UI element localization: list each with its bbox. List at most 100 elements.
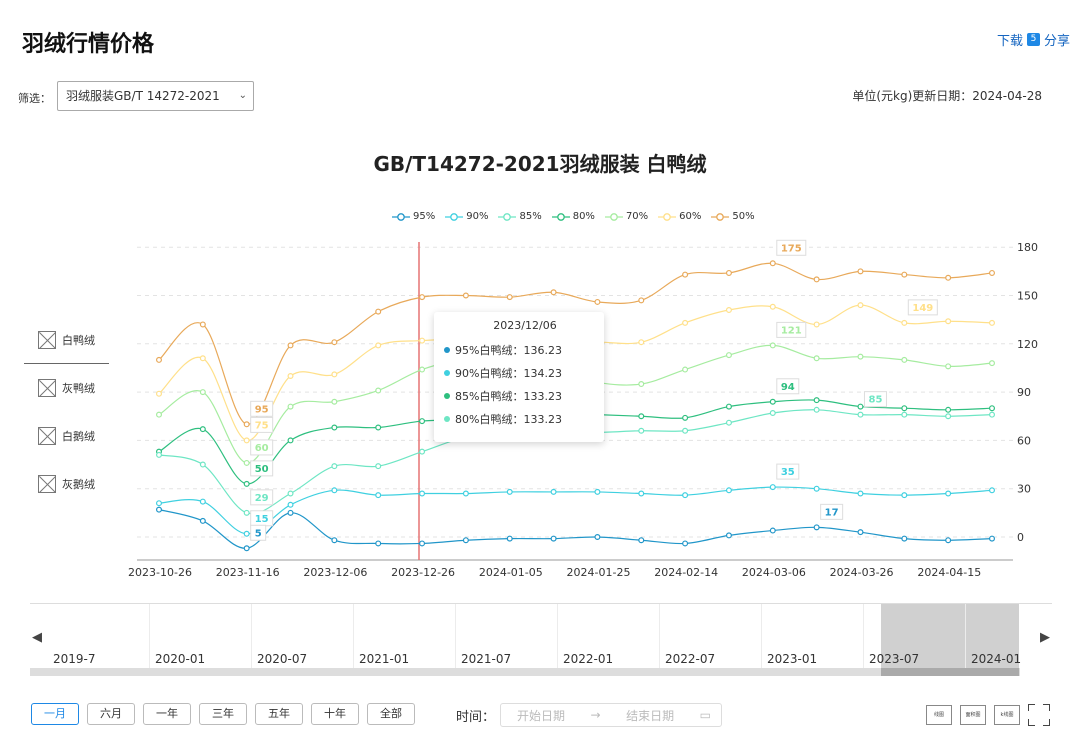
- data-point[interactable]: [769, 484, 776, 491]
- data-point[interactable]: [682, 319, 689, 326]
- data-point[interactable]: [287, 509, 294, 516]
- data-point[interactable]: [462, 490, 469, 497]
- data-point[interactable]: [638, 537, 645, 544]
- data-point[interactable]: [725, 532, 732, 539]
- data-point[interactable]: [813, 397, 820, 404]
- data-point[interactable]: [988, 411, 995, 418]
- data-point[interactable]: [857, 403, 864, 410]
- legend-item-85%[interactable]: 85%: [498, 211, 542, 222]
- data-point[interactable]: [682, 414, 689, 421]
- data-point[interactable]: [243, 530, 250, 537]
- data-point[interactable]: [419, 448, 426, 455]
- data-point[interactable]: [638, 381, 645, 388]
- range-button-1y[interactable]: 一年: [143, 703, 191, 725]
- download-link[interactable]: 下载: [996, 34, 1023, 49]
- data-point[interactable]: [331, 537, 338, 544]
- data-point[interactable]: [988, 319, 995, 326]
- data-point[interactable]: [638, 490, 645, 497]
- data-point[interactable]: [375, 387, 382, 394]
- data-point[interactable]: [594, 534, 601, 541]
- data-point[interactable]: [199, 498, 206, 505]
- data-point[interactable]: [156, 506, 163, 513]
- data-point[interactable]: [199, 355, 206, 362]
- data-point[interactable]: [725, 352, 732, 359]
- data-point[interactable]: [506, 294, 513, 301]
- data-point[interactable]: [945, 406, 952, 413]
- range-button-all[interactable]: 全部: [367, 703, 415, 725]
- data-point[interactable]: [901, 535, 908, 542]
- data-point[interactable]: [419, 418, 426, 425]
- data-point[interactable]: [857, 353, 864, 360]
- data-point[interactable]: [682, 366, 689, 373]
- time-slider[interactable]: ◀ ▶ 2019-7 2020-01 2020-07 2021-01 2021-07 20…: [30, 603, 1052, 676]
- legend-item-80%[interactable]: 80%: [551, 211, 595, 222]
- data-point[interactable]: [243, 459, 250, 466]
- share-icon[interactable]: 5: [1026, 33, 1040, 46]
- data-point[interactable]: [638, 427, 645, 434]
- data-point[interactable]: [901, 405, 908, 412]
- data-point[interactable]: [506, 488, 513, 495]
- data-point[interactable]: [901, 271, 908, 278]
- data-point[interactable]: [156, 356, 163, 363]
- data-point[interactable]: [550, 535, 557, 542]
- slider-handle[interactable]: [881, 668, 1019, 676]
- data-point[interactable]: [550, 488, 557, 495]
- data-point[interactable]: [287, 342, 294, 349]
- data-point[interactable]: [813, 321, 820, 328]
- data-point[interactable]: [769, 303, 776, 310]
- data-point[interactable]: [243, 421, 250, 428]
- data-point[interactable]: [287, 373, 294, 380]
- range-button-5y[interactable]: 五年: [255, 703, 303, 725]
- data-point[interactable]: [682, 540, 689, 547]
- legend-item-90%[interactable]: 90%: [445, 211, 488, 222]
- end-date-input[interactable]: 结束日期: [626, 708, 675, 723]
- range-button-3y[interactable]: 三年: [199, 703, 247, 725]
- data-point[interactable]: [506, 535, 513, 542]
- data-point[interactable]: [243, 509, 250, 516]
- data-point[interactable]: [988, 535, 995, 542]
- data-point[interactable]: [287, 490, 294, 497]
- legend-item-60%[interactable]: 60%: [658, 211, 701, 222]
- data-point[interactable]: [199, 321, 206, 328]
- data-point[interactable]: [375, 540, 382, 547]
- data-point[interactable]: [901, 411, 908, 418]
- data-point[interactable]: [375, 463, 382, 470]
- data-point[interactable]: [988, 269, 995, 276]
- data-point[interactable]: [638, 413, 645, 420]
- start-date-input[interactable]: 开始日期: [517, 708, 566, 723]
- range-button-10y[interactable]: 十年: [311, 703, 359, 725]
- legend-item-95%[interactable]: 95%: [392, 211, 435, 222]
- data-point[interactable]: [857, 268, 864, 275]
- data-point[interactable]: [769, 398, 776, 405]
- data-point[interactable]: [419, 294, 426, 301]
- data-point[interactable]: [331, 339, 338, 346]
- data-point[interactable]: [419, 540, 426, 547]
- data-point[interactable]: [243, 545, 250, 552]
- line-chart-type-button[interactable]: 线图: [926, 705, 952, 725]
- data-point[interactable]: [199, 461, 206, 468]
- data-point[interactable]: [331, 424, 338, 431]
- side-item-grey-duck[interactable]: 灰鸭绒: [24, 364, 109, 412]
- data-point[interactable]: [156, 390, 163, 397]
- data-point[interactable]: [813, 524, 820, 531]
- data-point[interactable]: [945, 537, 952, 544]
- data-point[interactable]: [813, 276, 820, 283]
- data-point[interactable]: [945, 363, 952, 370]
- data-point[interactable]: [725, 306, 732, 313]
- area-chart-type-button[interactable]: 面积图: [960, 705, 986, 725]
- side-item-white-goose[interactable]: 白鹅绒: [24, 412, 109, 460]
- data-point[interactable]: [945, 318, 952, 325]
- filter-select[interactable]: 羽绒服装GB/T 14272-2021 ⌄: [57, 81, 254, 111]
- data-point[interactable]: [769, 342, 776, 349]
- data-point[interactable]: [945, 274, 952, 281]
- data-point[interactable]: [243, 437, 250, 444]
- data-point[interactable]: [857, 490, 864, 497]
- data-point[interactable]: [331, 398, 338, 405]
- data-point[interactable]: [682, 271, 689, 278]
- calendar-icon[interactable]: ▭: [699, 708, 711, 722]
- data-point[interactable]: [199, 389, 206, 396]
- data-point[interactable]: [156, 500, 163, 507]
- data-point[interactable]: [375, 492, 382, 499]
- legend-item-70%[interactable]: 70%: [604, 211, 648, 222]
- data-point[interactable]: [594, 488, 601, 495]
